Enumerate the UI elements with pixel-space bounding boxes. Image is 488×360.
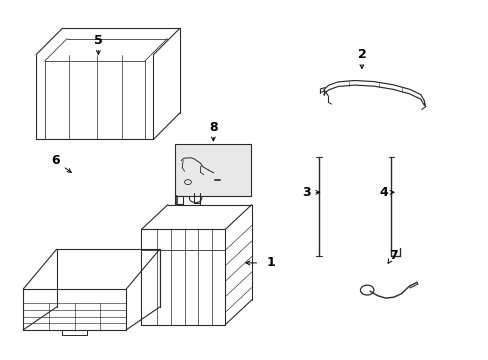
Bar <box>175 144 251 196</box>
Text: 3: 3 <box>302 186 310 199</box>
Text: 1: 1 <box>266 256 275 269</box>
Text: 7: 7 <box>388 249 397 262</box>
Text: 5: 5 <box>94 34 102 47</box>
Text: 2: 2 <box>357 48 366 61</box>
Text: 6: 6 <box>51 154 60 167</box>
Text: 4: 4 <box>378 186 387 199</box>
Text: 8: 8 <box>208 121 217 134</box>
